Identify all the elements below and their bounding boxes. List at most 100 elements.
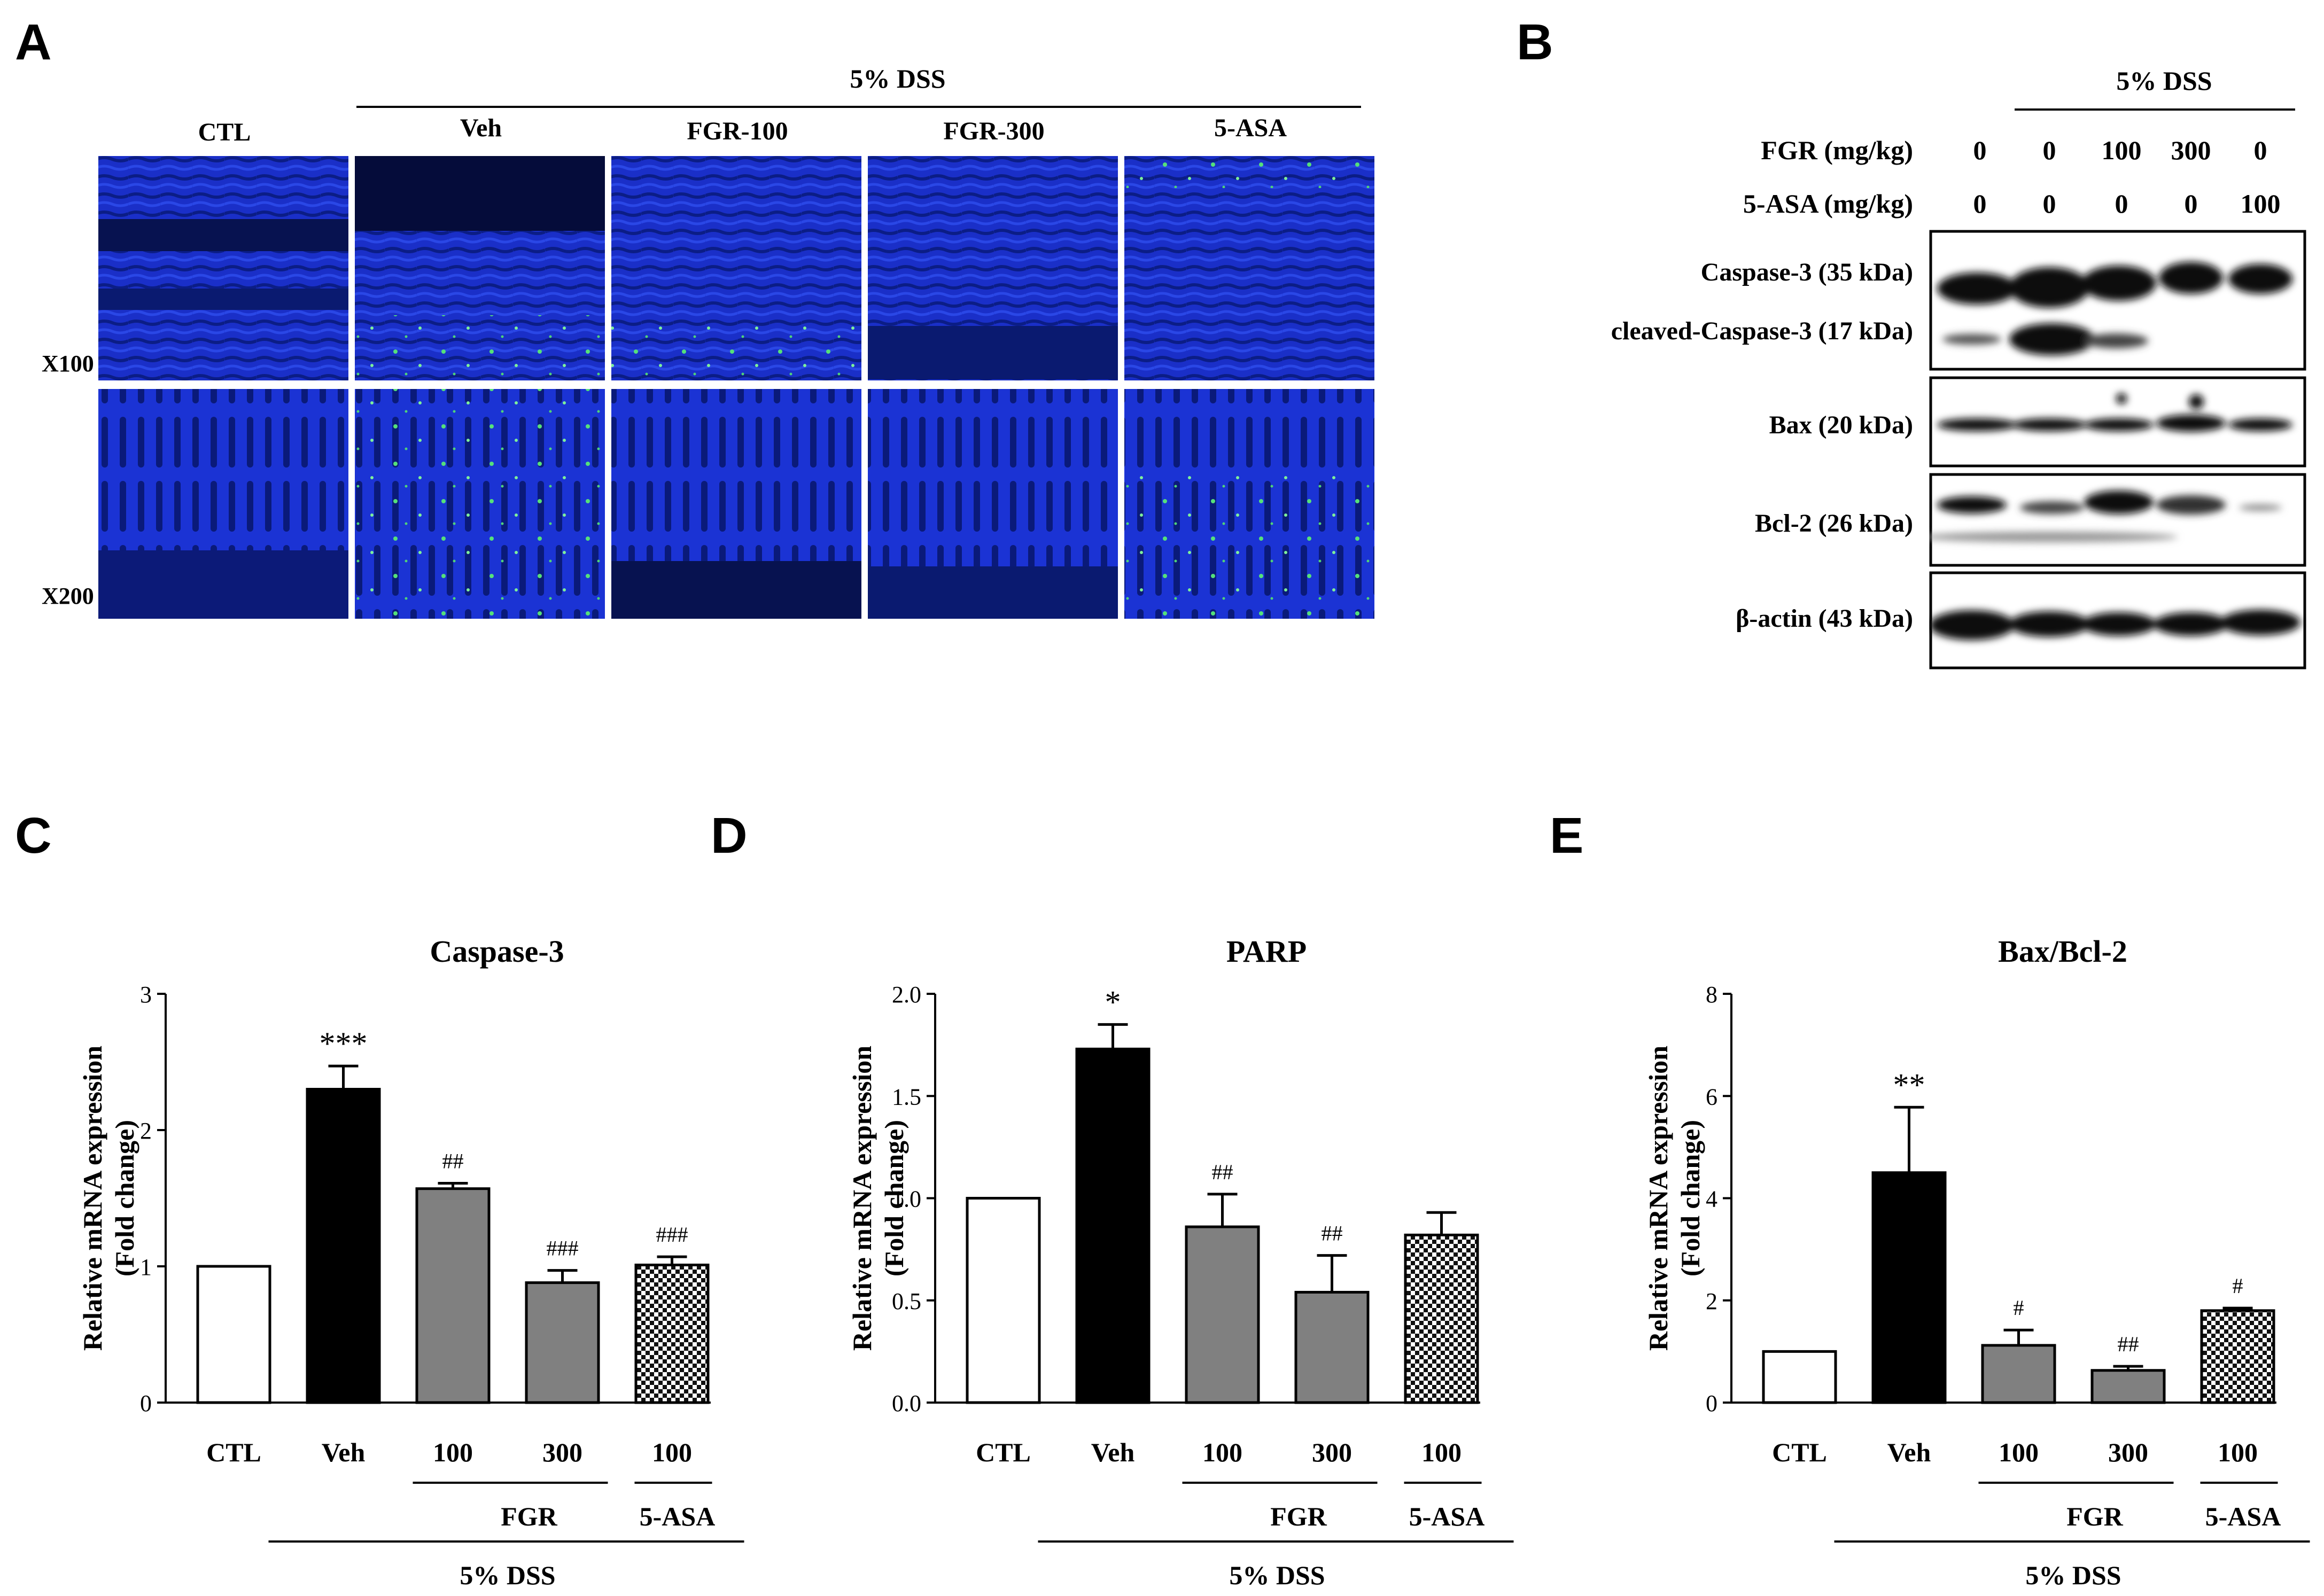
group-label-veh: Veh xyxy=(460,114,502,142)
significance-label: *** xyxy=(320,1026,368,1061)
y-tick-label: 2 xyxy=(140,1118,152,1144)
significance-label: ** xyxy=(1893,1067,1925,1102)
chart-caspase3: Caspase-3 0 1 2 3 Relative mRNA expression (Fo… xyxy=(77,934,744,1590)
x-tick-label: 100 xyxy=(1421,1437,1462,1467)
bar xyxy=(2200,1309,2275,1404)
mag-label-x200: X200 xyxy=(42,583,94,609)
group-label-fgr300: FGR-300 xyxy=(943,117,1045,145)
x-tick-label: 100 xyxy=(2218,1437,2258,1467)
bar xyxy=(1981,1344,2056,1404)
significance-label: ## xyxy=(442,1149,464,1173)
row-label-5asa: 5-ASA (mg/kg) xyxy=(1743,189,1913,219)
panel-b-dss-line xyxy=(2015,108,2295,111)
x-tick-label: 100 xyxy=(1999,1437,2039,1467)
band-label-cleaved-caspase3: cleaved-Caspase-3 (17 kDa) xyxy=(1611,317,1913,345)
bar xyxy=(525,1281,600,1404)
band-label-caspase3: Caspase-3 (35 kDa) xyxy=(1700,258,1913,286)
y-axis-label-units: (Fold change) xyxy=(1675,1120,1705,1276)
bar xyxy=(1075,1047,1151,1404)
significance-label: # xyxy=(2233,1274,2243,1298)
asa-dose: 0 xyxy=(2042,189,2056,219)
y-tick-label: 2 xyxy=(1706,1288,1717,1314)
x-tick-label: Veh xyxy=(1091,1437,1135,1467)
panel-letter-e: E xyxy=(1550,807,1584,864)
fgr-group-label: FGR xyxy=(2066,1501,2123,1531)
y-tick-label: 6 xyxy=(1706,1084,1717,1110)
chart-title: Bax/Bcl-2 xyxy=(1998,934,2127,969)
panel-a-dss-line xyxy=(356,106,1361,108)
asa-dose: 0 xyxy=(2184,189,2198,219)
fgr-dose: 0 xyxy=(2253,135,2267,165)
band-label-beta-actin: β-actin (43 kDa) xyxy=(1736,604,1913,633)
western-blot xyxy=(1929,230,2306,669)
panel-a-dss-label: 5% DSS xyxy=(850,64,946,94)
y-tick-label: 8 xyxy=(1706,982,1717,1008)
y-tick-label: 3 xyxy=(140,982,152,1008)
significance-label: ## xyxy=(2118,1332,2139,1356)
bar xyxy=(1294,1290,1370,1404)
x-tick-label: 300 xyxy=(2108,1437,2148,1467)
bar xyxy=(196,1265,271,1404)
x-tick-label: CTL xyxy=(1772,1437,1827,1467)
dss-group-label: 5% DSS xyxy=(2025,1560,2121,1590)
group-label-ctl: CTL xyxy=(198,118,251,146)
y-axis-label: Relative mRNA expression xyxy=(847,1046,877,1351)
y-tick-label: 0.5 xyxy=(892,1288,921,1314)
y-axis-label: Relative mRNA expression xyxy=(1643,1046,1673,1351)
dss-group-label: 5% DSS xyxy=(1229,1560,1325,1590)
significance-label: ### xyxy=(656,1223,688,1247)
panel-letter-b: B xyxy=(1517,14,1553,71)
group-label-fgr100: FGR-100 xyxy=(687,117,788,145)
fgr-group-label: FGR xyxy=(1270,1501,1327,1531)
significance-label: # xyxy=(2014,1296,2024,1320)
y-axis-label-units: (Fold change) xyxy=(110,1120,139,1276)
bar xyxy=(1185,1225,1260,1404)
mag-label-x100: X100 xyxy=(42,351,94,377)
x-tick-label: Veh xyxy=(322,1437,366,1467)
significance-label: ### xyxy=(547,1236,579,1260)
x-tick-label: CTL xyxy=(206,1437,261,1467)
bar xyxy=(1762,1350,1837,1404)
chart-title: PARP xyxy=(1226,934,1307,969)
y-axis-label: Relative mRNA expression xyxy=(77,1046,107,1351)
fgr-dose: 100 xyxy=(2101,135,2142,165)
micrograph-row-x200 xyxy=(98,389,1374,619)
asa-dose: 100 xyxy=(2240,189,2281,219)
asa-dose: 0 xyxy=(1973,189,1987,219)
y-tick-label: 0 xyxy=(140,1390,152,1416)
bar xyxy=(1404,1233,1479,1404)
bar xyxy=(1871,1171,1947,1404)
fgr-group-label: FGR xyxy=(501,1501,557,1531)
chart-parp: PARP 0.0 0.5 1.0 1.5 2.0 Relative mRNA express… xyxy=(847,934,1514,1590)
chart-bax-bcl2: Bax/Bcl-2 0 2 4 6 8 Relative mRNA expression (F… xyxy=(1643,934,2310,1590)
x-tick-label: 100 xyxy=(652,1437,692,1467)
bar xyxy=(634,1263,710,1404)
y-tick-label: 2.0 xyxy=(892,982,921,1008)
y-tick-label: 0.0 xyxy=(892,1390,921,1416)
fgr-dose: 0 xyxy=(1973,135,1987,165)
x-tick-label: CTL xyxy=(976,1437,1031,1467)
panel-letter-d: D xyxy=(711,807,748,864)
chart-title: Caspase-3 xyxy=(430,934,564,969)
bar xyxy=(2090,1369,2166,1404)
band-label-bcl2: Bcl-2 (26 kDa) xyxy=(1755,509,1913,538)
x-tick-label: 300 xyxy=(1312,1437,1352,1467)
y-tick-label: 1 xyxy=(140,1254,152,1280)
group-label-5asa: 5-ASA xyxy=(1214,114,1287,142)
x-tick-label: 100 xyxy=(1202,1437,1242,1467)
dss-group-label: 5% DSS xyxy=(460,1560,555,1590)
row-label-fgr: FGR (mg/kg) xyxy=(1761,135,1913,165)
panel-letter-a: A xyxy=(15,14,52,71)
micrograph-row-x100 xyxy=(98,156,1374,380)
fgr-dose: 0 xyxy=(2042,135,2056,165)
y-tick-label: 1.0 xyxy=(892,1186,921,1212)
panel-b-dss-label: 5% DSS xyxy=(2116,66,2212,96)
x-tick-label: 100 xyxy=(433,1437,473,1467)
bar xyxy=(306,1088,381,1404)
band-label-bax: Bax (20 kDa) xyxy=(1769,411,1913,439)
asa-group-label: 5-ASA xyxy=(1409,1501,1485,1531)
asa-group-label: 5-ASA xyxy=(640,1501,716,1531)
y-axis-label-units: (Fold change) xyxy=(879,1120,909,1276)
bar xyxy=(415,1187,491,1404)
asa-group-label: 5-ASA xyxy=(2205,1501,2281,1531)
